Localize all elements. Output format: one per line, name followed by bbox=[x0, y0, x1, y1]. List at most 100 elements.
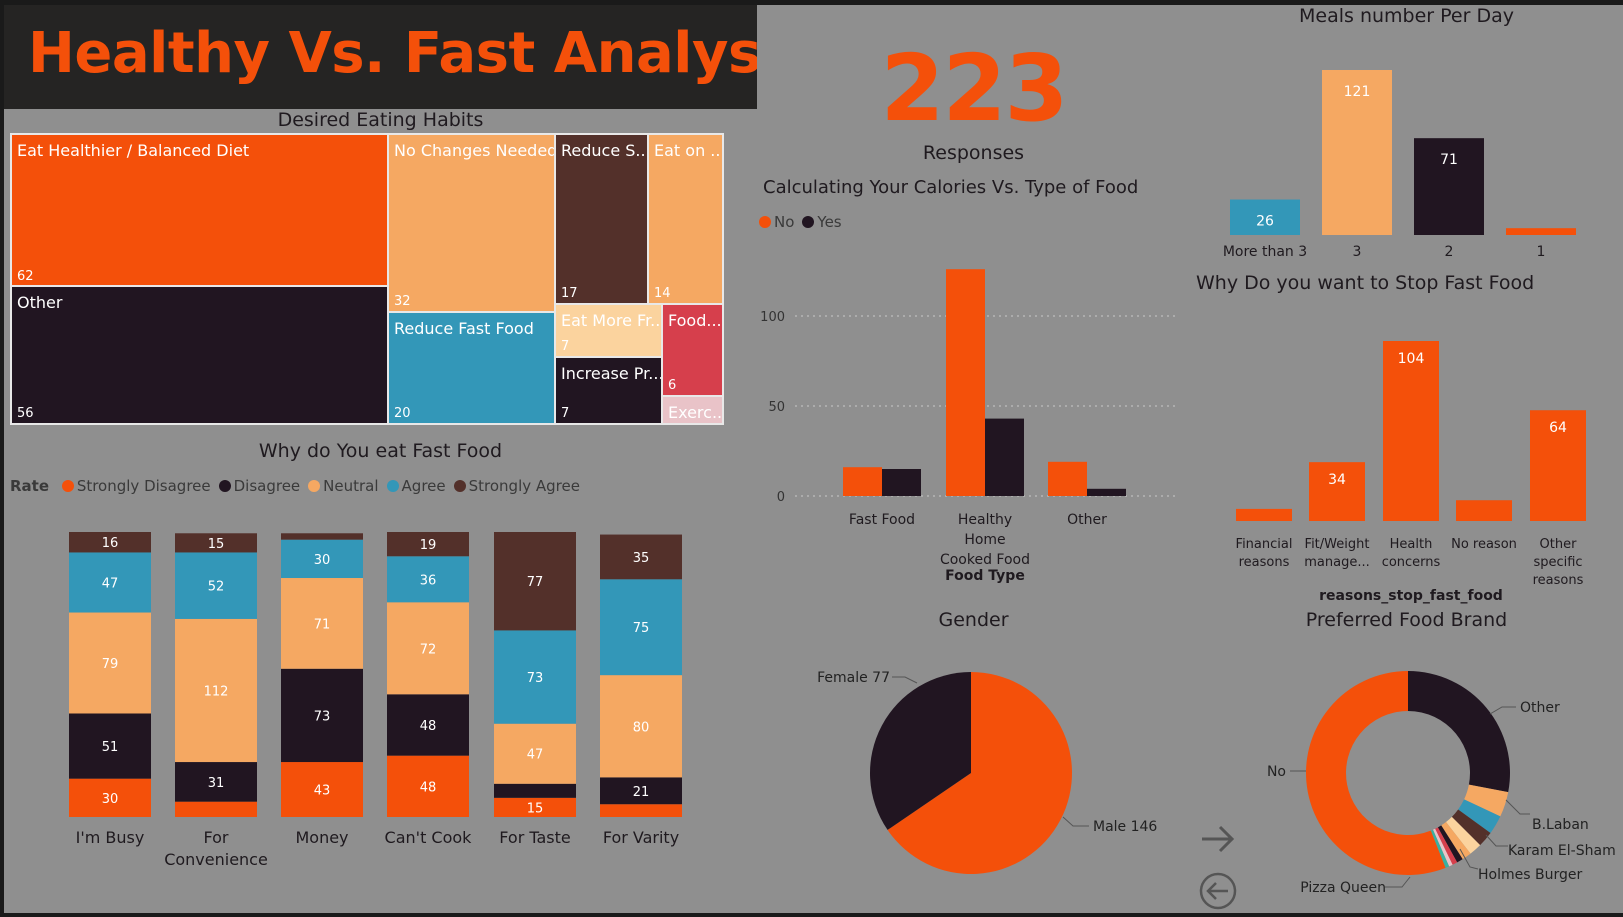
legend-item[interactable]: Disagree bbox=[233, 477, 301, 495]
stacked-bar-segment bbox=[600, 777, 682, 805]
tick-label: Home bbox=[964, 532, 1005, 548]
data-label: 31 bbox=[208, 776, 225, 791]
leader-line bbox=[1485, 834, 1508, 847]
stacked-bar-segment bbox=[494, 723, 576, 784]
tick-label: No reason bbox=[1451, 537, 1517, 552]
legend-dot bbox=[218, 480, 231, 492]
calories-panel: Calculating Your Calories Vs. Type of Fo… bbox=[757, 177, 1190, 609]
fast-food-reasons-legend: Rate Strongly Disagree Disagree Neutral Agr… bbox=[10, 477, 580, 495]
leader-line bbox=[1489, 706, 1516, 715]
bar bbox=[1506, 228, 1576, 235]
treemap-cell[interactable]: Eat More Fr... 7 bbox=[554, 303, 663, 358]
stacked-bar-segment bbox=[494, 532, 576, 631]
stacked-bar-segment bbox=[175, 533, 257, 553]
stacked-bar-segment bbox=[175, 801, 257, 817]
legend-item[interactable]: Yes bbox=[817, 213, 842, 231]
tick-label: More than 3 bbox=[1223, 244, 1307, 260]
bar bbox=[1236, 508, 1292, 521]
tick-label: Fast Food bbox=[849, 512, 915, 528]
data-label: 71 bbox=[314, 617, 331, 632]
legend-item[interactable]: Agree bbox=[401, 477, 446, 495]
tick-label: reasons bbox=[1239, 555, 1290, 570]
bar bbox=[946, 269, 985, 496]
tick-label: I'm Busy bbox=[76, 828, 145, 847]
legend-dot bbox=[308, 480, 321, 492]
bar bbox=[1456, 500, 1512, 521]
legend-item[interactable]: Strongly Disagree bbox=[76, 477, 211, 495]
stacked-bar-segment bbox=[387, 532, 469, 557]
data-label: 80 bbox=[633, 720, 650, 735]
treemap-cell[interactable]: Reduce Fast Food 20 bbox=[387, 311, 556, 425]
bar bbox=[1322, 70, 1392, 235]
stacked-bar-segment bbox=[387, 602, 469, 695]
data-label: 51 bbox=[102, 740, 119, 755]
stacked-bar-segment bbox=[494, 630, 576, 724]
y-tick-label: 50 bbox=[768, 400, 785, 415]
stacked-bar-segment bbox=[69, 532, 151, 553]
fast-food-reasons-title: Why do You eat Fast Food bbox=[258, 440, 503, 462]
treemap-cell[interactable]: Eat on ... 14 bbox=[647, 133, 724, 305]
treemap-cell[interactable]: Eat Healthier / Balanced Diet 62 bbox=[10, 133, 389, 288]
legend-item[interactable]: Strongly Agree bbox=[468, 477, 580, 495]
stacked-bar-segment bbox=[387, 694, 469, 756]
meals-title: Meals number Per Day bbox=[1299, 5, 1514, 27]
treemap-cell[interactable]: No Changes Needed 32 bbox=[387, 133, 556, 313]
brand-donut-chart: Other B.Laban Karam El-Sham Holmes Burger Pi… bbox=[1267, 671, 1616, 896]
data-label: 48 bbox=[420, 719, 437, 734]
legend-dot bbox=[453, 480, 466, 492]
treemap-cell[interactable]: Other 56 bbox=[10, 285, 389, 425]
data-label: 75 bbox=[633, 621, 650, 636]
arrow-right-icon[interactable] bbox=[1198, 819, 1238, 859]
gender-pie-chart: Male 146 Female 77 bbox=[817, 670, 1157, 874]
legend-item[interactable]: No bbox=[774, 213, 795, 231]
tick-label: For Varity bbox=[603, 828, 679, 847]
tick-label: Can't Cook bbox=[385, 828, 473, 847]
legend-item[interactable]: Neutral bbox=[323, 477, 379, 495]
tick-label: Other bbox=[1540, 537, 1578, 552]
treemap-cell[interactable]: Food... 6 bbox=[661, 303, 724, 397]
slice-label: B.Laban bbox=[1532, 817, 1589, 833]
circle-arrow-left-icon[interactable] bbox=[1198, 871, 1238, 911]
donut-slice bbox=[1432, 828, 1453, 867]
treemap-cell-label: Eat Healthier / Balanced Diet bbox=[17, 141, 250, 160]
treemap-cell[interactable]: Exerc... bbox=[661, 395, 724, 425]
bar bbox=[1530, 410, 1586, 521]
leader-line bbox=[892, 676, 918, 684]
treemap-cell[interactable]: Reduce S... 17 bbox=[554, 133, 649, 305]
calories-chart: 0 50 100 Fast Food Healthy Home Cooked Food Oth… bbox=[760, 269, 1177, 584]
stacked-bar-segment bbox=[69, 778, 151, 817]
kpi-label: Responses bbox=[922, 142, 1025, 164]
bar bbox=[882, 469, 921, 496]
data-label: 15 bbox=[527, 801, 544, 816]
treemap-cell-label: No Changes Needed bbox=[394, 141, 556, 160]
stacked-bar-segment bbox=[387, 556, 469, 603]
leader-line bbox=[1505, 799, 1530, 815]
stop-reasons-title: Why Do you want to Stop Fast Food bbox=[1196, 272, 1535, 294]
tick-label: For bbox=[204, 828, 229, 847]
y-tick-label: 100 bbox=[760, 310, 785, 325]
stop-reasons-panel: Why Do you want to Stop Fast Food Financ… bbox=[1190, 272, 1623, 609]
tick-label: reasons bbox=[1533, 573, 1584, 588]
data-label: 73 bbox=[314, 709, 331, 724]
bar bbox=[1087, 488, 1126, 496]
stacked-bar-segment bbox=[175, 552, 257, 619]
fast-food-reasons-panel: Why do You eat Fast Food Rate Strongly D… bbox=[4, 440, 757, 913]
leader-line bbox=[1459, 848, 1479, 870]
treemap-cell[interactable]: Increase Pr... 7 bbox=[554, 356, 663, 425]
treemap-cell-label: Increase Pr... bbox=[561, 364, 663, 383]
stacked-bar-segment bbox=[600, 804, 682, 817]
stacked-bar-segment bbox=[69, 552, 151, 613]
data-label: 47 bbox=[102, 576, 119, 591]
donut-slice bbox=[1430, 829, 1450, 868]
legend-title: Rate bbox=[10, 477, 50, 495]
bar bbox=[1414, 138, 1484, 235]
treemap-cell-label: Reduce S... bbox=[561, 141, 649, 160]
calories-title: Calculating Your Calories Vs. Type of Fo… bbox=[763, 177, 1139, 198]
tick-label: specific bbox=[1533, 555, 1582, 570]
donut-slice bbox=[1306, 671, 1446, 875]
tick-label: manage... bbox=[1304, 555, 1369, 570]
data-label: 34 bbox=[1328, 472, 1346, 488]
bar bbox=[1309, 462, 1365, 521]
kpi-value: 223 bbox=[880, 35, 1068, 142]
data-label: 35 bbox=[633, 551, 650, 566]
